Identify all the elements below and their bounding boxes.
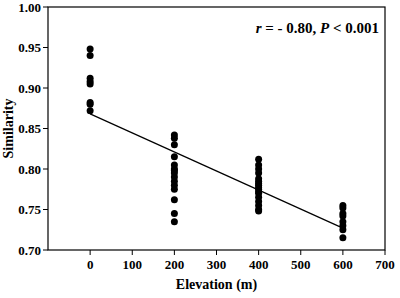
point bbox=[87, 80, 94, 87]
x-tick bbox=[216, 250, 217, 255]
x-tick bbox=[174, 250, 175, 255]
annotation-part: < 0.001 bbox=[329, 20, 379, 36]
y-tick-label: 0.90 bbox=[18, 81, 41, 96]
point bbox=[171, 196, 178, 203]
point bbox=[255, 208, 262, 215]
point bbox=[171, 186, 178, 193]
plot-data bbox=[87, 46, 347, 242]
chart-container: 0 100 200 300 400 500 600 700 0.70 0.75 0.80 0.85 0.… bbox=[0, 0, 400, 298]
y-tick-label: 0.95 bbox=[18, 40, 41, 55]
x-tick-label: 400 bbox=[249, 257, 269, 272]
x-tick bbox=[300, 250, 301, 255]
y-tick-label: 0.80 bbox=[18, 162, 41, 177]
x-tick-label: 0 bbox=[87, 257, 94, 272]
x-tick-label: 300 bbox=[207, 257, 227, 272]
y-tick-label: 0.75 bbox=[18, 202, 41, 217]
plot-frame bbox=[48, 7, 385, 250]
annotation: r = - 0.80, P < 0.001 bbox=[256, 20, 379, 36]
x-tick-label: 100 bbox=[123, 257, 143, 272]
x-tick-label: 700 bbox=[375, 257, 395, 272]
y-tick-label: 0.70 bbox=[18, 243, 41, 258]
x-tick bbox=[132, 250, 133, 255]
y-tick bbox=[43, 169, 48, 170]
point bbox=[87, 46, 94, 53]
point bbox=[339, 234, 346, 241]
point bbox=[87, 107, 94, 114]
point bbox=[171, 218, 178, 225]
point bbox=[171, 153, 178, 160]
y-tick bbox=[43, 209, 48, 210]
y-tick-label: 0.85 bbox=[18, 121, 41, 136]
y-tick-label: 1.00 bbox=[18, 0, 41, 15]
x-tick-label: 500 bbox=[291, 257, 311, 272]
y-axis-label: Similarity bbox=[1, 99, 16, 159]
y-tick bbox=[43, 88, 48, 89]
x-tick bbox=[385, 250, 386, 255]
x-tick-label: 600 bbox=[333, 257, 353, 272]
y-tick bbox=[43, 7, 48, 8]
point bbox=[87, 52, 94, 59]
annotation-part: = - 0.80, bbox=[261, 20, 320, 36]
x-tick-label: 200 bbox=[165, 257, 185, 272]
point bbox=[171, 135, 178, 142]
x-tick bbox=[342, 250, 343, 255]
y-tick bbox=[43, 128, 48, 129]
y-tick bbox=[43, 250, 48, 251]
y-tick bbox=[43, 47, 48, 48]
point bbox=[171, 210, 178, 217]
point bbox=[171, 141, 178, 148]
regression-line bbox=[90, 114, 343, 228]
point bbox=[87, 101, 94, 108]
chart: 0 100 200 300 400 500 600 700 0.70 0.75 0.80 0.85 0.… bbox=[0, 0, 400, 298]
x-axis-label: Elevation (m) bbox=[176, 277, 258, 293]
x-tick bbox=[258, 250, 259, 255]
x-tick bbox=[90, 250, 91, 255]
